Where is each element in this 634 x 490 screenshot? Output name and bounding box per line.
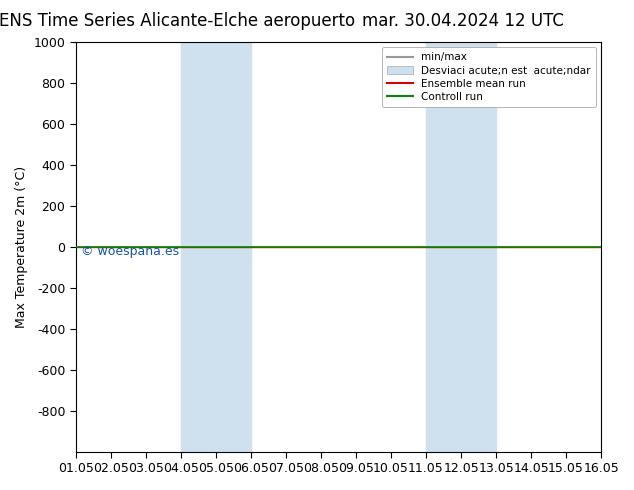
- Text: ENS Time Series Alicante-Elche aeropuerto: ENS Time Series Alicante-Elche aeropuert…: [0, 12, 356, 30]
- Legend: min/max, Desviaci acute;n est  acute;ndar, Ensemble mean run, Controll run: min/max, Desviaci acute;n est acute;ndar…: [382, 47, 596, 107]
- Text: © woespana.es: © woespana.es: [81, 245, 179, 258]
- Y-axis label: Max Temperature 2m (°C): Max Temperature 2m (°C): [15, 166, 28, 328]
- Text: mar. 30.04.2024 12 UTC: mar. 30.04.2024 12 UTC: [362, 12, 564, 30]
- Bar: [181, 42, 251, 452]
- Bar: [426, 42, 496, 452]
